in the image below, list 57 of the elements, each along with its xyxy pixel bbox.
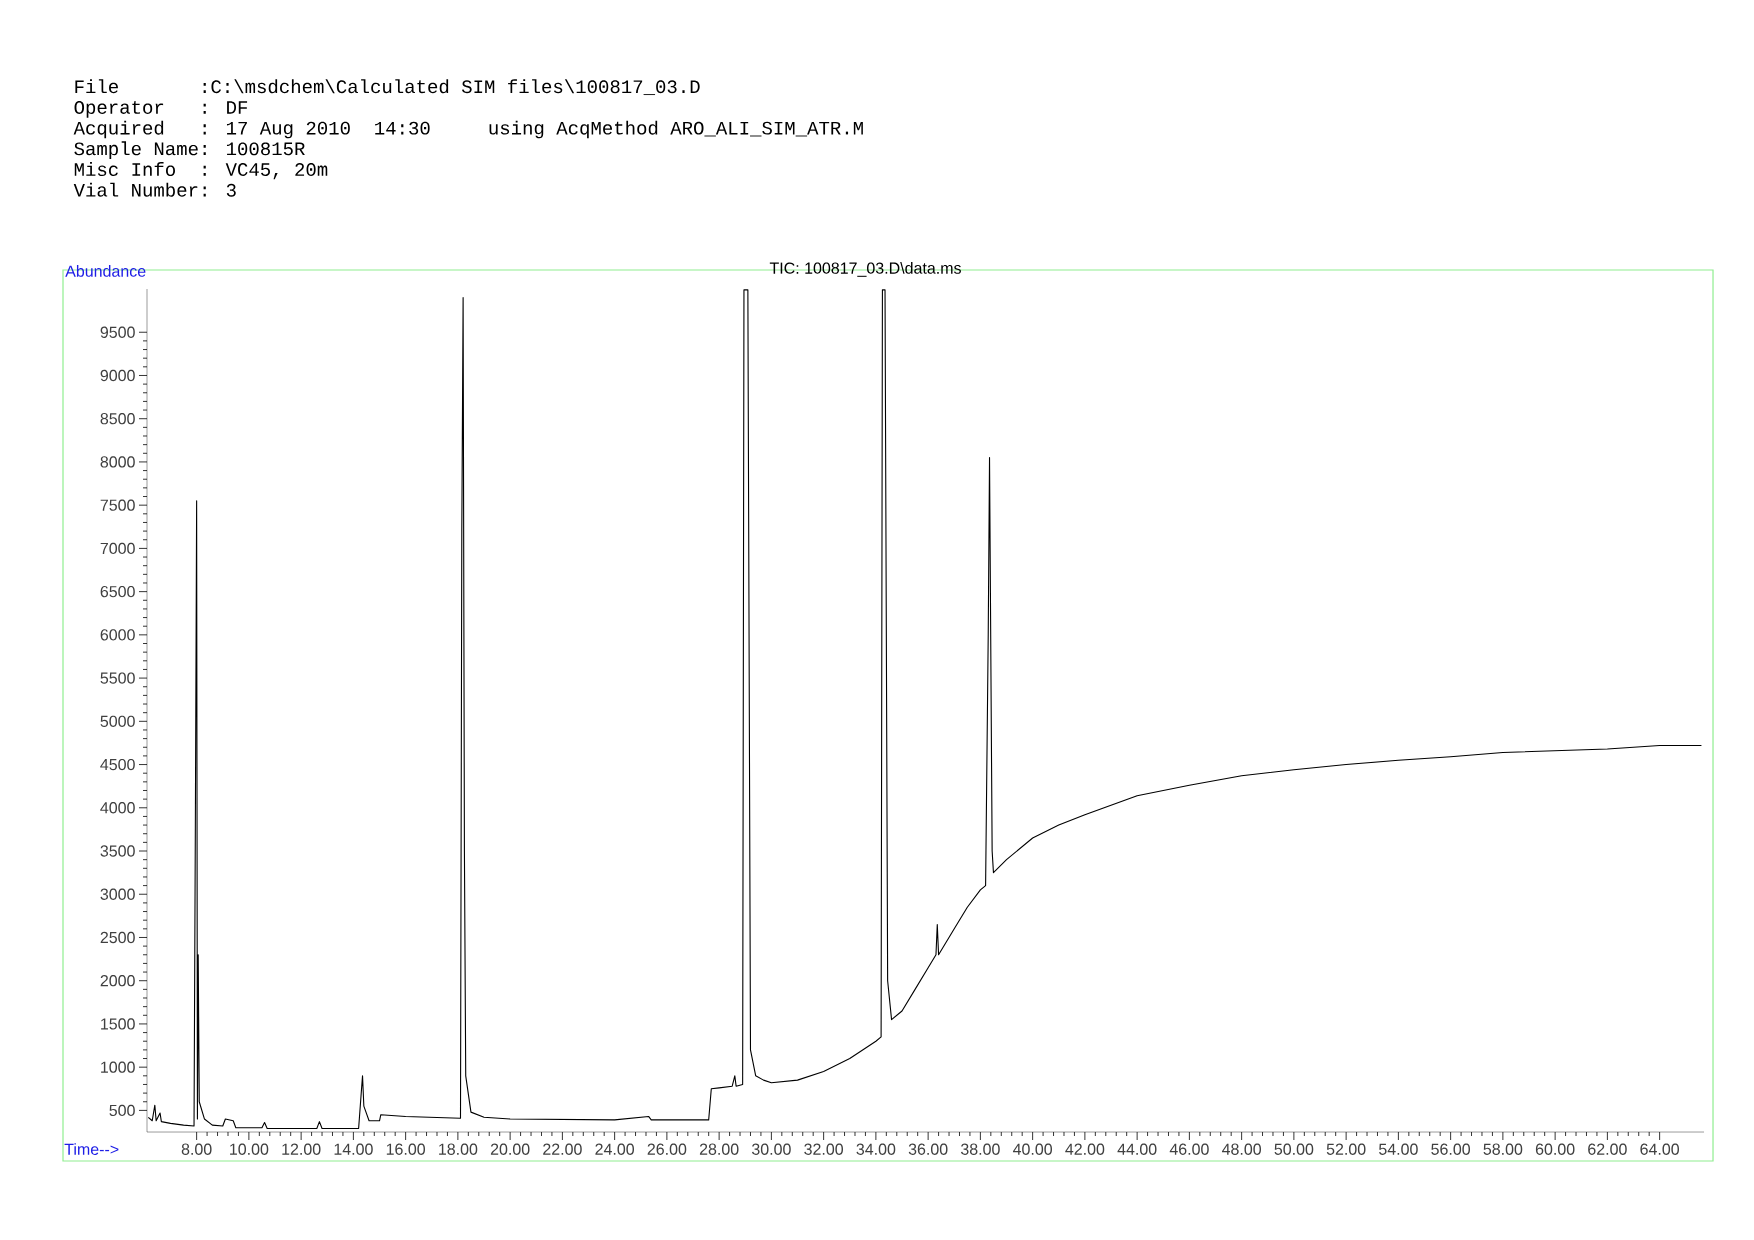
x-tick-label: 64.00 <box>1640 1143 1680 1155</box>
y-tick-label: 6500 <box>100 585 135 598</box>
y-tick-label: 2000 <box>100 975 135 987</box>
y-tick-label: 4500 <box>100 758 135 771</box>
text: Misc Info : VC45, 20m <box>74 162 328 180</box>
x-tick-label: 48.00 <box>1221 1143 1262 1155</box>
x-tick-label: 32.00 <box>804 1143 844 1155</box>
x-tick-label: 22.00 <box>543 1143 582 1155</box>
y-axis-title: Abundance <box>65 265 146 277</box>
y-tick-label: 5500 <box>100 672 135 684</box>
text: Vial Number: 3 <box>73 182 236 197</box>
x-tick-label: 60.00 <box>1535 1143 1575 1155</box>
x-tick-label: 10.00 <box>230 1143 269 1155</box>
x-tick-label: 14.00 <box>334 1143 373 1155</box>
x-tick-label: 34.00 <box>856 1143 896 1155</box>
x-tick-label: 26.00 <box>647 1143 687 1155</box>
x-tick-label: 52.00 <box>1326 1143 1366 1155</box>
x-tick-label: 54.00 <box>1379 1143 1418 1155</box>
x-axis-title: Time--> <box>64 1143 119 1155</box>
y-tick-label: 8500 <box>100 413 135 425</box>
chart-title: TIC: 100817_03.D\data.ms <box>769 262 961 277</box>
y-tick-label: 7000 <box>100 542 135 555</box>
text: File :C:\msdchem\Calculated SIM files\100817_03.D <box>75 79 700 96</box>
x-tick-label: 58.00 <box>1483 1143 1523 1155</box>
y-tick-label: 9000 <box>100 369 135 382</box>
y-tick-label: 7500 <box>100 499 135 511</box>
y-tick-label: 500 <box>109 1104 135 1117</box>
text: Acquired : 17 Aug 2010 14:30 using AcqMethod ARO_ALI_SIM_ATR.M <box>73 120 863 139</box>
y-tick-label: 6000 <box>100 629 135 641</box>
y-tick-label: 1500 <box>101 1018 135 1030</box>
y-tick-label: 4000 <box>100 802 135 814</box>
text: Sample Name: 100815R <box>74 141 305 160</box>
x-tick-label: 46.00 <box>1169 1143 1209 1155</box>
y-tick-label: 5000 <box>100 715 135 727</box>
x-tick-label: 56.00 <box>1431 1143 1471 1155</box>
x-tick-label: 36.00 <box>908 1143 948 1155</box>
x-tick-label: 12.00 <box>282 1143 321 1155</box>
x-tick-label: 8.00 <box>181 1143 212 1155</box>
x-tick-label: 24.00 <box>595 1143 635 1155</box>
text: Operator : DF <box>74 101 248 118</box>
x-tick-label: 40.00 <box>1012 1143 1053 1155</box>
x-tick-label: 28.00 <box>699 1143 739 1155</box>
y-tick-label: 3000 <box>100 888 135 900</box>
x-tick-label: 42.00 <box>1065 1143 1105 1155</box>
x-tick-label: 44.00 <box>1117 1143 1157 1155</box>
x-tick-label: 16.00 <box>386 1143 426 1155</box>
x-tick-label: 38.00 <box>960 1143 1000 1155</box>
y-tick-label: 1000 <box>101 1061 135 1073</box>
y-tick-label: 9500 <box>100 326 135 338</box>
y-tick-label: 2500 <box>100 931 135 944</box>
y-tick-label: 3500 <box>100 845 135 857</box>
x-tick-label: 18.00 <box>439 1143 478 1155</box>
x-tick-label: 62.00 <box>1588 1143 1627 1155</box>
y-tick-label: 8000 <box>100 456 135 468</box>
x-tick-label: 50.00 <box>1274 1143 1314 1155</box>
x-tick-label: 20.00 <box>490 1143 530 1155</box>
x-tick-label: 30.00 <box>751 1143 791 1155</box>
